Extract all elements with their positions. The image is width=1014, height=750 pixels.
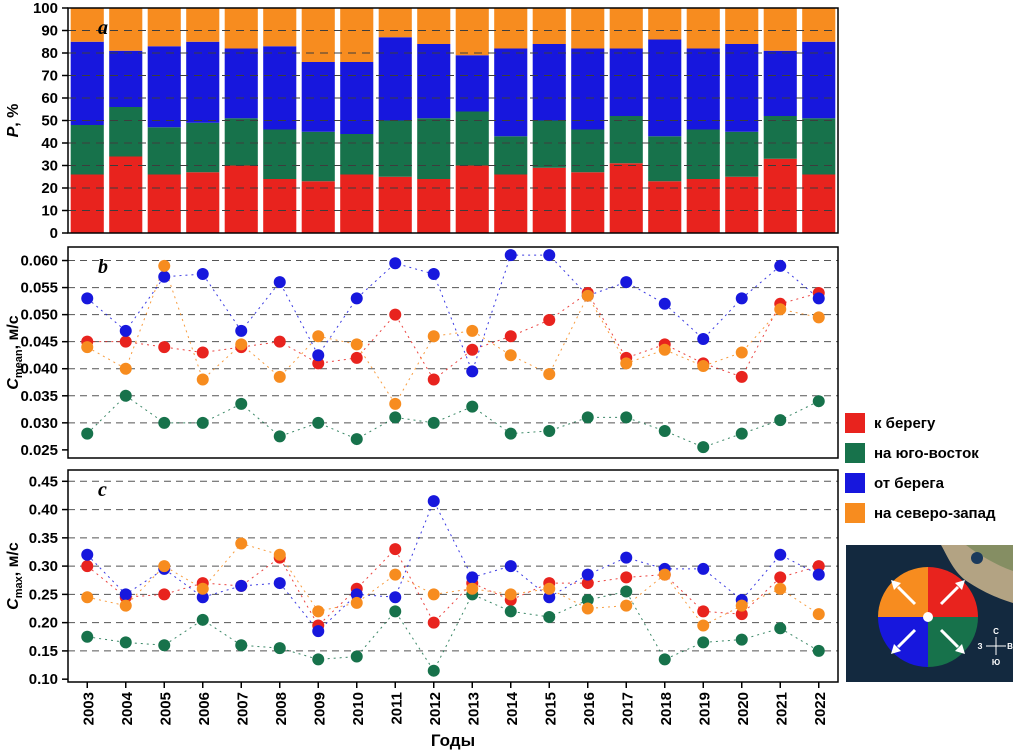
legend-swatch-red (845, 413, 865, 433)
svg-text:2019: 2019 (696, 692, 713, 725)
svg-text:2020: 2020 (735, 692, 752, 725)
svg-text:Годы: Годы (431, 731, 475, 750)
svg-text:2006: 2006 (196, 692, 213, 725)
svg-text:0.45: 0.45 (29, 473, 58, 490)
map-land-vegetation (966, 545, 1013, 571)
rose-center-dot (923, 612, 933, 622)
svg-text:0.045: 0.045 (20, 334, 58, 351)
svg-text:2010: 2010 (350, 692, 367, 725)
legend-label: на юго-восток (874, 444, 979, 462)
svg-text:90: 90 (41, 23, 58, 40)
rose-arrow-southeast (939, 628, 960, 649)
svg-text:2012: 2012 (427, 692, 444, 725)
svg-text:Cmean, м/с: Cmean, м/с (5, 315, 25, 389)
legend-label: на северо-запад (874, 504, 996, 522)
svg-text:30: 30 (41, 158, 58, 175)
panel-b: 0.025 0.030 0.035 0.040 0.045 0.050 0.055 0.060… (5, 246, 839, 459)
compass-south-label: Ю (992, 658, 1000, 667)
compass: С Ю З В (977, 627, 1013, 667)
svg-text:0.030: 0.030 (20, 415, 58, 432)
svg-text:2015: 2015 (542, 692, 559, 725)
svg-text:2016: 2016 (581, 692, 598, 725)
svg-text:2008: 2008 (273, 692, 290, 725)
svg-text:20: 20 (41, 180, 58, 197)
svg-text:0.25: 0.25 (29, 586, 58, 603)
legend: к берегу на юго-восток от берега на севе… (845, 413, 995, 523)
svg-text:P, %: P, % (5, 104, 22, 138)
svg-text:2021: 2021 (773, 692, 790, 725)
rose-arrows (896, 585, 960, 649)
svg-text:70: 70 (41, 68, 58, 85)
legend-item-from-shore: от берега (845, 473, 995, 493)
direction-rose (878, 567, 978, 667)
svg-text:50: 50 (41, 113, 58, 130)
map-inset: С Ю З В (846, 545, 1013, 682)
svg-text:0.040: 0.040 (20, 361, 58, 378)
panel-a: 0 10 20 30 40 50 60 70 80 90 100 a P, % (5, 0, 839, 242)
compass-west-label: З (977, 642, 982, 651)
svg-text:0.35: 0.35 (29, 530, 58, 547)
legend-swatch-orange (845, 503, 865, 523)
svg-text:100: 100 (33, 0, 58, 17)
arrowhead-northwest-icon (891, 580, 901, 590)
rose-arrow-southwest (896, 628, 917, 649)
rose-arrowheads (891, 580, 965, 654)
svg-text:0.025: 0.025 (20, 442, 58, 459)
arrowhead-southwest-icon (891, 644, 901, 654)
legend-item-northwest: на северо-запад (845, 503, 995, 523)
compass-north-label: С (993, 627, 999, 636)
svg-text:0.050: 0.050 (20, 307, 58, 324)
arrowhead-northeast-icon (955, 580, 965, 590)
svg-text:0.10: 0.10 (29, 671, 58, 688)
legend-item-to-shore: к берегу (845, 413, 995, 433)
svg-text:0.20: 0.20 (29, 615, 58, 632)
legend-label: к берегу (874, 414, 936, 432)
svg-text:2004: 2004 (119, 691, 136, 725)
svg-text:c: c (98, 479, 107, 501)
svg-text:2005: 2005 (157, 692, 174, 725)
svg-text:a: a (98, 17, 108, 39)
svg-text:40: 40 (41, 135, 58, 152)
svg-text:0.055: 0.055 (20, 280, 58, 297)
svg-text:0.035: 0.035 (20, 388, 58, 405)
svg-text:2007: 2007 (234, 692, 251, 725)
panel-c: 0.10 0.15 0.20 0.25 0.30 0.35 0.40 0.45 c Cmax, м… (5, 469, 839, 688)
rose-arrow-northeast (939, 585, 960, 606)
compass-east-label: В (1007, 642, 1013, 651)
svg-text:2013: 2013 (465, 692, 482, 725)
x-axis: 2003 2004 2005 2006 2007 2008 2009 2010 2011 2012… (80, 682, 829, 750)
svg-text:2017: 2017 (619, 692, 636, 725)
svg-text:2009: 2009 (311, 692, 328, 725)
svg-text:0.30: 0.30 (29, 558, 58, 575)
legend-swatch-blue (845, 473, 865, 493)
svg-text:2022: 2022 (812, 692, 829, 725)
svg-text:Cmax, м/с: Cmax, м/с (5, 542, 25, 610)
svg-text:0.40: 0.40 (29, 502, 58, 519)
svg-text:2011: 2011 (388, 692, 405, 725)
svg-text:10: 10 (41, 203, 58, 220)
svg-text:0: 0 (50, 225, 58, 242)
rose-arrow-northwest (896, 585, 917, 606)
svg-text:b: b (98, 256, 108, 278)
svg-text:2014: 2014 (504, 691, 521, 725)
svg-text:2003: 2003 (80, 692, 97, 725)
arrowhead-southeast-icon (955, 644, 965, 654)
svg-text:60: 60 (41, 90, 58, 107)
legend-swatch-green (845, 443, 865, 463)
svg-text:0.15: 0.15 (29, 643, 58, 660)
svg-text:0.060: 0.060 (20, 253, 58, 270)
map-bay (971, 552, 983, 564)
svg-text:2018: 2018 (658, 692, 675, 725)
svg-text:80: 80 (41, 45, 58, 62)
legend-item-southeast: на юго-восток (845, 443, 995, 463)
legend-label: от берега (874, 474, 945, 492)
